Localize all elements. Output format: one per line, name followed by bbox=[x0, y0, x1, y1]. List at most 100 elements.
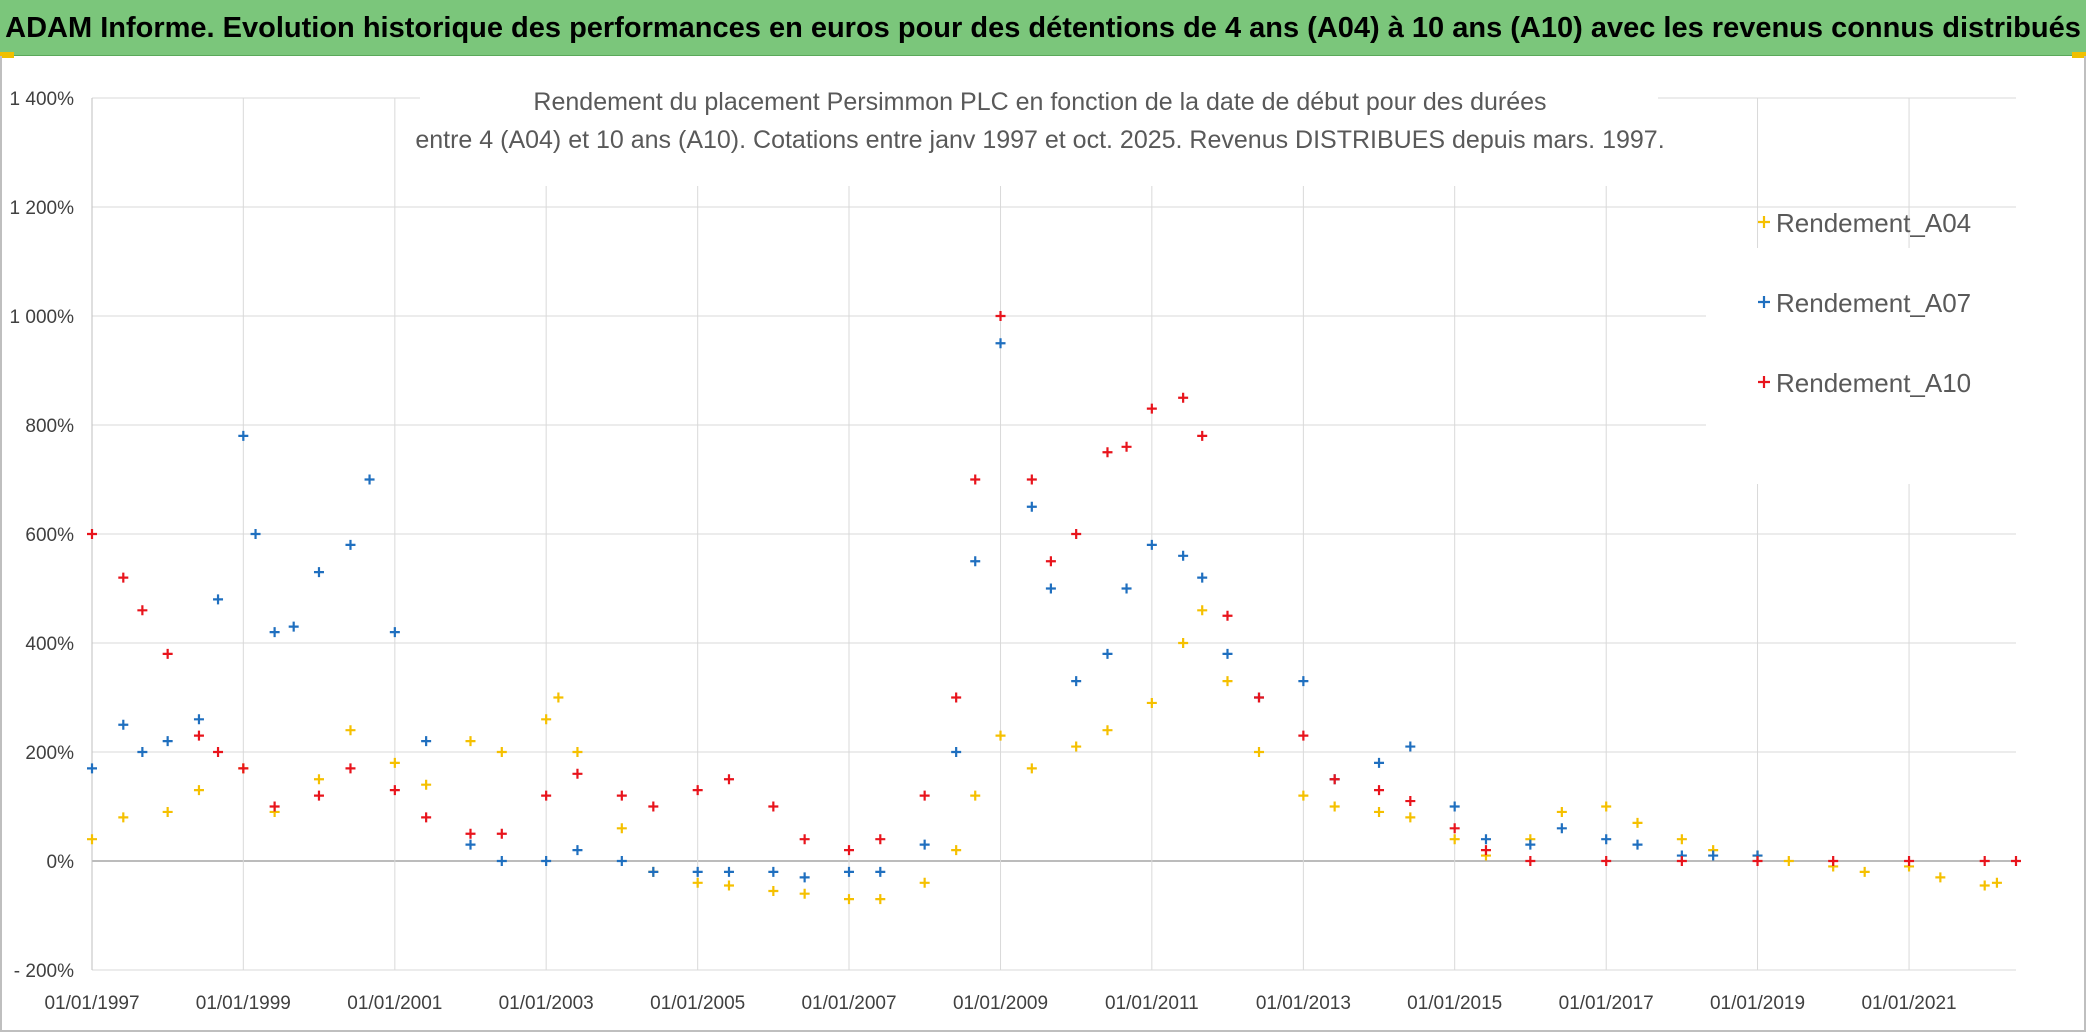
y-tick-label: 600% bbox=[25, 525, 74, 546]
data-point bbox=[345, 763, 356, 774]
data-point bbox=[1222, 676, 1233, 687]
data-point bbox=[465, 828, 476, 839]
data-point bbox=[1556, 806, 1567, 817]
data-point bbox=[951, 692, 962, 703]
data-point bbox=[87, 763, 97, 774]
data-point bbox=[799, 872, 810, 883]
data-point bbox=[1146, 403, 1157, 414]
y-tick-label: 200% bbox=[25, 743, 74, 764]
data-point bbox=[1026, 501, 1037, 512]
data-point bbox=[616, 856, 627, 866]
x-tick-label: 01/01/2013 bbox=[1256, 993, 1351, 1014]
data-point bbox=[1178, 550, 1189, 561]
data-point bbox=[951, 845, 962, 856]
data-point bbox=[1601, 801, 1612, 812]
chart-frame bbox=[0, 56, 2086, 1032]
x-tick-label: 01/01/2017 bbox=[1559, 993, 1654, 1014]
data-point bbox=[1405, 741, 1416, 752]
corner-marker-right bbox=[2072, 52, 2086, 58]
data-point bbox=[572, 747, 583, 757]
data-point bbox=[1197, 430, 1208, 441]
data-point bbox=[768, 885, 779, 896]
data-point bbox=[1197, 572, 1208, 583]
data-point bbox=[162, 648, 173, 659]
data-point bbox=[1045, 556, 1056, 567]
data-point bbox=[1708, 850, 1719, 861]
data-point bbox=[1525, 856, 1536, 866]
data-point bbox=[87, 834, 97, 845]
data-point bbox=[995, 311, 1006, 321]
data-point bbox=[118, 572, 129, 583]
data-point bbox=[1935, 872, 1946, 883]
data-point bbox=[1121, 583, 1132, 594]
data-point bbox=[1480, 845, 1491, 856]
x-tick-label: 01/01/2015 bbox=[1407, 993, 1502, 1014]
data-point bbox=[692, 866, 703, 877]
data-point bbox=[269, 627, 280, 638]
legend: Rendement_A04 Rendement_A07 Rendement_A10 bbox=[1706, 208, 2016, 484]
y-tick-label: 1 000% bbox=[10, 307, 75, 328]
x-tick-label: 01/01/2011 bbox=[1105, 993, 1199, 1014]
data-point bbox=[1298, 676, 1309, 687]
data-point bbox=[875, 866, 886, 877]
data-point bbox=[692, 785, 703, 796]
data-point bbox=[1828, 856, 1839, 866]
data-point bbox=[465, 839, 476, 850]
data-point bbox=[1102, 725, 1113, 736]
y-tick-label: 400% bbox=[25, 634, 74, 655]
data-point bbox=[1525, 839, 1536, 850]
data-point bbox=[313, 567, 324, 578]
data-point bbox=[1405, 796, 1416, 807]
data-point bbox=[213, 594, 224, 605]
data-point bbox=[1026, 763, 1037, 774]
legend-label: Rendement_A10 bbox=[1776, 368, 1971, 398]
data-point bbox=[995, 338, 1006, 349]
data-point bbox=[1374, 785, 1385, 796]
data-point bbox=[1071, 741, 1082, 752]
data-point bbox=[1752, 856, 1763, 866]
data-point bbox=[1374, 757, 1385, 768]
data-point bbox=[118, 719, 129, 730]
data-point bbox=[1556, 823, 1567, 834]
data-point bbox=[213, 747, 224, 757]
data-point bbox=[1197, 605, 1208, 616]
series-a04 bbox=[87, 605, 2002, 905]
data-point bbox=[1449, 823, 1460, 834]
data-point bbox=[250, 529, 261, 539]
data-point bbox=[1676, 856, 1687, 866]
data-point bbox=[768, 801, 779, 812]
data-point bbox=[496, 828, 507, 839]
data-point bbox=[1222, 610, 1233, 621]
data-point bbox=[1178, 392, 1189, 403]
x-tick-label: 01/01/2005 bbox=[650, 993, 745, 1014]
data-point bbox=[970, 790, 981, 801]
data-point bbox=[193, 785, 204, 796]
data-point bbox=[1405, 812, 1416, 823]
data-point bbox=[137, 605, 148, 616]
data-point bbox=[389, 627, 400, 638]
data-point bbox=[1146, 539, 1157, 550]
data-point bbox=[1071, 529, 1082, 539]
x-tick-label: 01/01/1997 bbox=[44, 993, 139, 1014]
data-point bbox=[313, 774, 324, 785]
data-point bbox=[1783, 856, 1794, 866]
legend-label: Rendement_A07 bbox=[1776, 288, 1971, 318]
data-point bbox=[843, 894, 854, 905]
data-point bbox=[541, 790, 552, 801]
data-point bbox=[1178, 638, 1189, 648]
data-point bbox=[919, 877, 930, 888]
data-point bbox=[193, 714, 204, 725]
data-point bbox=[919, 790, 930, 801]
x-tick-label: 01/01/2001 bbox=[347, 993, 442, 1014]
data-point bbox=[799, 888, 810, 899]
data-point bbox=[1121, 441, 1132, 452]
data-point bbox=[238, 430, 249, 441]
data-point bbox=[970, 556, 981, 567]
data-point bbox=[496, 747, 507, 757]
data-point bbox=[1979, 880, 1990, 891]
legend-box bbox=[1706, 248, 2016, 484]
data-point bbox=[345, 539, 356, 550]
data-point bbox=[269, 801, 280, 812]
data-point bbox=[875, 894, 886, 905]
chart-title-line2: entre 4 (A04) et 10 ans (A10). Cotations… bbox=[415, 126, 1664, 154]
